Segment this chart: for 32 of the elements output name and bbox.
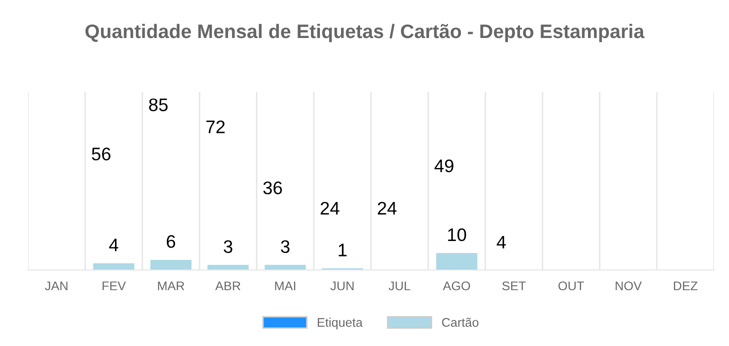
x-tick-label: MAI bbox=[275, 282, 296, 290]
text: 24 bbox=[320, 202, 340, 214]
x-tick-label: NOV bbox=[616, 281, 642, 290]
x-tick-label: ABR bbox=[215, 282, 240, 290]
x-tick-label: DEZ bbox=[674, 282, 698, 290]
data-label: 3 bbox=[224, 240, 232, 254]
legend-label: Etiqueta bbox=[318, 318, 363, 330]
text: 36 bbox=[263, 182, 282, 194]
data-label: 3 bbox=[280, 240, 290, 254]
data-label: 4 bbox=[109, 238, 118, 252]
x-tick-label: JUL bbox=[388, 282, 410, 290]
x-tick-label: JAN bbox=[44, 282, 68, 290]
x-tick-label: FEV bbox=[102, 282, 126, 290]
data-label: 6 bbox=[166, 235, 176, 248]
x-tick-label: MAR bbox=[158, 282, 184, 290]
x-tick-label: OUT bbox=[558, 281, 584, 290]
text: 24 bbox=[378, 202, 397, 214]
bar bbox=[93, 263, 134, 270]
text: 4 bbox=[496, 236, 506, 248]
bar bbox=[436, 253, 478, 270]
text: 85 bbox=[149, 98, 168, 112]
chart-title: Quantidade Mensal de Etiquetas / Cartão - Depto Estamparia bbox=[85, 24, 644, 42]
x-tick-label: JUN bbox=[330, 282, 354, 290]
data-label: 1 bbox=[338, 244, 347, 256]
text: 72 bbox=[206, 120, 225, 134]
legend-label: Cartão bbox=[442, 318, 478, 327]
data-label: 10 bbox=[448, 228, 466, 242]
x-tick-label: AGO bbox=[442, 281, 470, 290]
x-tick-label: SET bbox=[502, 281, 526, 290]
text: 56 bbox=[92, 148, 110, 160]
text: 49 bbox=[434, 159, 454, 172]
bar bbox=[150, 260, 192, 270]
